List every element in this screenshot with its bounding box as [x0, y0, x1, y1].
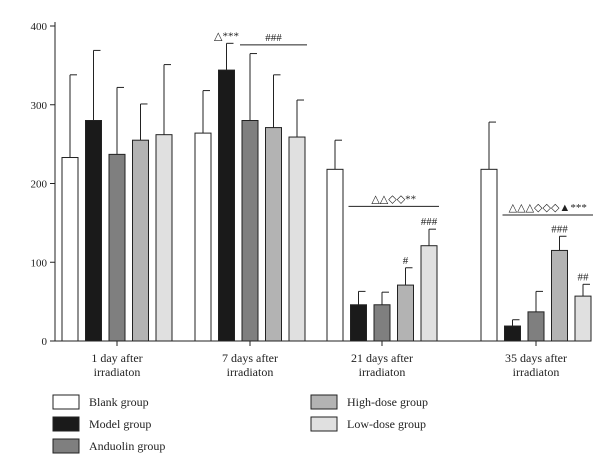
chart-annotations: ###△△◇◇**△△△◇◇◇▲***△***######### [214, 30, 593, 283]
bar [480, 168, 498, 342]
legend-swatch [52, 416, 80, 432]
chart-legend: Blank group Model group Anduolin group High… [52, 394, 428, 454]
legend-label: High-dose group [347, 395, 428, 409]
legend-swatch [52, 438, 80, 454]
significance-label: ### [265, 32, 282, 44]
chart-bars [61, 42, 592, 342]
legend-item: Model group [52, 416, 151, 432]
bar [574, 295, 592, 342]
y-tick-label: 300 [31, 100, 48, 112]
legend-swatch [52, 394, 80, 410]
bar [155, 134, 173, 342]
legend-label: Model group [89, 417, 151, 431]
legend-label: Anduolin group [89, 439, 165, 453]
x-tick-label: 1 day after [91, 351, 142, 365]
y-tick-label: 200 [31, 179, 48, 191]
y-tick-label: 0 [42, 336, 48, 348]
bar [108, 153, 126, 342]
bar-annotation-label: ## [578, 271, 590, 283]
bar [420, 245, 438, 342]
bar [85, 120, 102, 342]
legend-swatch [310, 416, 338, 432]
y-tick-label: 400 [31, 21, 48, 33]
bar [551, 249, 568, 342]
legend-label: Low-dose group [347, 417, 426, 431]
bar [288, 136, 306, 342]
legend-item: Low-dose group [310, 416, 426, 432]
bar [326, 168, 344, 342]
bar-annotation-label: # [403, 255, 409, 267]
legend-item: Anduolin group [52, 438, 165, 454]
x-tick-label: 35 days after [505, 351, 567, 365]
bar-annotation-label: ### [421, 216, 438, 228]
bar [132, 139, 149, 342]
x-tick-label: 7 days after [222, 351, 278, 365]
significance-label: △△◇◇** [371, 193, 416, 205]
bar [527, 311, 545, 342]
legend-swatch [310, 394, 338, 410]
x-tick-label: irradiaton [359, 365, 406, 379]
bar [61, 157, 79, 342]
x-tick-label: irradiaton [513, 365, 560, 379]
bar [241, 120, 259, 342]
legend-item: Blank group [52, 394, 149, 410]
bar [397, 284, 414, 342]
y-tick-label: 100 [31, 257, 48, 269]
x-tick-label: irradiaton [227, 365, 274, 379]
significance-label: △△△◇◇◇▲*** [509, 202, 587, 214]
legend-item: High-dose group [310, 394, 428, 410]
bar [373, 304, 391, 342]
x-tick-label: 21 days after [351, 351, 413, 365]
bar [504, 325, 521, 342]
x-tick-label: irradiaton [94, 365, 141, 379]
bar [194, 132, 212, 342]
legend-label: Blank group [89, 395, 149, 409]
bar [218, 69, 235, 342]
bar-annotation-label: △*** [214, 30, 239, 42]
bar [265, 127, 282, 342]
bar-annotation-label: ### [551, 223, 568, 235]
bar [350, 304, 367, 342]
